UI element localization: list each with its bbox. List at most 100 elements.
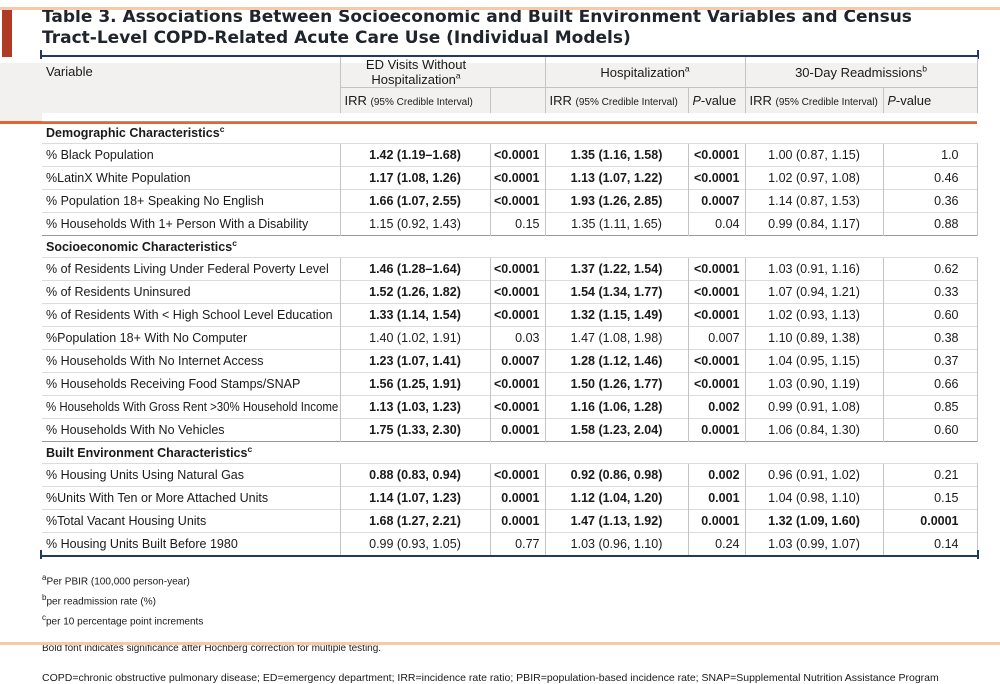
table-row: % Households With No Vehicles 1.75 (1.33,… [42,418,978,442]
irr-cell: 1.07 (0.94, 1.21) [744,280,884,304]
subheader-ed-irr: IRR (95% Credible Interval) [340,87,491,113]
p-value-cell: <0.0001 [489,372,546,396]
irr-cell: 0.99 (0.84, 1.17) [744,212,884,236]
irr-cell: 1.03 (0.91, 1.16) [744,257,884,281]
irr-cell: 1.13 (1.07, 1.22) [544,166,689,190]
table-row: % Housing Units Using Natural Gas 0.88 (0… [42,463,978,487]
p-value-cell: 0.0001 [687,418,746,442]
title-accent-bar [2,10,12,57]
group-header-ed-visits: ED Visits Without Hospitalizationa [340,57,546,88]
footnotes: aPer PBIR (100,000 person-year) bper read… [42,570,1000,629]
table-row: % Housing Units Built Before 1980 0.99 (0… [42,532,978,555]
irr-cell: 1.28 (1.12, 1.46) [544,349,689,373]
irr-cell: 1.06 (0.84, 1.30) [744,418,884,442]
group-header-label: 30-Day Readmissions [795,64,923,80]
p-value-cell: <0.0001 [489,143,546,167]
footnote-line: bper readmission rate (%) [42,592,156,608]
significance-note: Bold font indicates significance after H… [42,643,382,655]
p-value-cell: 0.60 [882,303,978,327]
table-row: % Households With 1+ Person With a Disab… [42,212,978,236]
irr-cell: 1.04 (0.98, 1.10) [744,486,884,510]
irr-cell: 1.66 (1.07, 2.55) [339,189,490,213]
p-value-cell: 1.0 [882,143,978,167]
p-value-cell: <0.0001 [687,349,746,373]
table-row: % Households With No Internet Access 1.23… [42,349,978,373]
irr-cell: 1.04 (0.95, 1.15) [744,349,884,373]
variable-name-cell: % Households With 1+ Person With a Disab… [42,212,340,236]
p-value-cell: 0.002 [687,395,746,419]
p-value-cell: 0.04 [687,212,746,236]
irr-cell: 1.02 (0.97, 1.08) [744,166,884,190]
irr-cell: 0.96 (0.91, 1.02) [744,463,884,487]
irr-cell: 1.23 (1.07, 1.41) [339,349,490,373]
irr-cell: 1.16 (1.06, 1.28) [544,395,689,419]
irr-cell: 1.35 (1.11, 1.65) [544,212,689,236]
irr-cell: 0.99 (0.91, 1.08) [744,395,884,419]
top-navy-rule [40,50,979,59]
p-value-cell: 0.03 [489,326,546,350]
p-value-cell: 0.88 [882,212,978,236]
irr-cell: 0.88 (0.83, 0.94) [339,463,490,487]
p-value-cell: 0.15 [489,212,546,236]
footnote-marker: c [219,123,225,134]
p-value-cell: 0.66 [882,372,978,396]
irr-cell: 1.12 (1.04, 1.20) [544,486,689,510]
irr-cell: 1.32 (1.09, 1.60) [744,509,884,533]
p-value-cell: 0.0001 [489,509,546,533]
p-value-cell: <0.0001 [687,280,746,304]
credible-interval-label: (95% Credible Interval) [370,97,473,108]
p-value-cell: <0.0001 [489,395,546,419]
irr-cell: 1.58 (1.23, 2.04) [544,418,689,442]
credible-interval-label: (95% Credible Interval) [775,97,878,108]
footnote-marker: a [42,573,47,582]
p-value-label: -value [895,93,932,108]
section-header-row: Demographic Characteristicsc [42,121,978,144]
irr-cell: 1.15 (0.92, 1.43) [339,212,490,236]
subheader-readm-p: P-value [883,87,978,113]
irr-cell: 1.14 (0.87, 1.53) [744,189,884,213]
variable-name-cell: % Households With No Vehicles [42,418,340,442]
irr-cell: 1.00 (0.87, 1.15) [744,143,884,167]
footnote-line: aPer PBIR (100,000 person-year) [42,573,190,588]
table-row: %LatinX White Population 1.17 (1.08, 1.26… [42,166,978,190]
variable-name-cell: % Population 18+ Speaking No English [42,189,340,213]
p-value-cell: 0.37 [882,349,978,373]
irr-cell: 1.47 (1.13, 1.92) [544,509,689,533]
p-value-cell: 0.36 [882,189,978,213]
irr-cell: 1.52 (1.26, 1.82) [339,280,490,304]
p-value-label: P [692,94,701,108]
table-row: % Population 18+ Speaking No English 1.66… [42,189,978,213]
table-row: % Households Receiving Food Stamps/SNAP 1… [42,372,978,396]
variable-name-cell: % of Residents With < High School Level … [42,303,340,327]
irr-cell: 1.37 (1.22, 1.54) [544,257,689,281]
irr-cell: 1.13 (1.03, 1.23) [339,395,490,419]
page-bottom-border [0,642,1000,645]
p-value-cell: 0.0001 [882,509,978,533]
footnote-marker: c [247,443,253,454]
group-header-label: Hospitalization [600,64,685,80]
irr-cell: 1.03 (0.96, 1.10) [544,532,689,555]
p-value-cell: <0.0001 [489,189,546,213]
irr-cell: 1.40 (1.02, 1.91) [339,326,490,350]
irr-cell: 1.47 (1.08, 1.98) [544,326,689,350]
p-value-cell: 0.001 [687,486,746,510]
p-value-cell: <0.0001 [489,303,546,327]
table-row: %Population 18+ With No Computer 1.40 (1.… [42,326,978,350]
p-value-cell: 0.0007 [687,189,746,213]
subheader-hosp-p: P-value [688,87,746,113]
irr-label: IRR [549,93,572,108]
irr-cell: 1.17 (1.08, 1.26) [339,166,490,190]
table-header: Variable ED Visits Without Hospitalizati… [42,57,978,113]
group-header-label: ED Visits Without Hospitalization [365,57,467,87]
variable-name-cell: % of Residents Uninsured [42,280,340,304]
p-value-cell: 0.46 [882,166,978,190]
page-top-border [0,7,1000,10]
p-value-cell: 0.60 [882,418,978,442]
irr-label: IRR [344,93,367,108]
section-header-label: Built Environment Characteristicsc [42,441,978,464]
irr-cell: 1.42 (1.19–1.68) [339,143,490,167]
p-value-cell: 0.85 [882,395,978,419]
variable-name-cell: %Units With Ten or More Attached Units [42,486,340,510]
variable-name-cell: % Housing Units Built Before 1980 [42,532,340,555]
p-value-cell: <0.0001 [687,166,746,190]
